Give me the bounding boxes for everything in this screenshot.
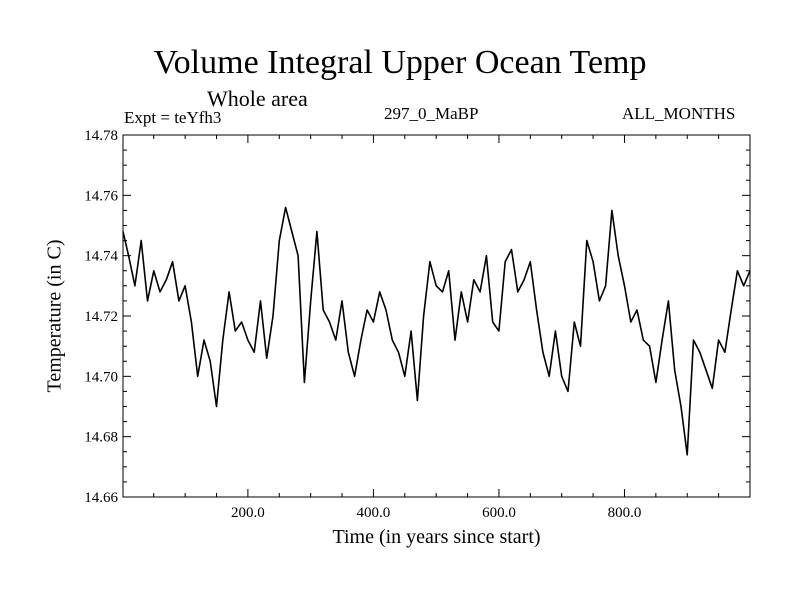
run-label: 297_0_MaBP <box>384 104 479 123</box>
x-tick-label: 600.0 <box>482 505 516 521</box>
chart-title: Volume Integral Upper Ocean Temp <box>153 44 647 81</box>
y-tick-label: 14.70 <box>84 369 118 385</box>
axis-tick-labels: 14.66 14.68 14.70 14.72 14.74 14.76 14.78 200.0… <box>84 128 641 521</box>
plot-frame <box>122 134 751 498</box>
experiment-label: Expt = teYfh3 <box>124 108 222 127</box>
series-layer <box>122 206 751 456</box>
series-line <box>122 206 751 456</box>
y-tick-label: 14.68 <box>84 430 118 446</box>
y-tick-label: 14.74 <box>84 249 118 265</box>
y-tick-label: 14.78 <box>84 128 118 144</box>
y-axis-label: Temperature (in C) <box>43 239 66 393</box>
axis-ticks <box>123 134 750 498</box>
x-axis-label: Time (in years since start) <box>332 526 541 548</box>
months-label: ALL_MONTHS <box>622 104 736 123</box>
y-tick-label: 14.76 <box>84 188 118 204</box>
x-tick-label: 200.0 <box>231 505 265 521</box>
y-tick-label: 14.66 <box>84 490 118 506</box>
chart-subtitle: Whole area <box>207 86 308 111</box>
x-tick-label: 800.0 <box>608 505 642 521</box>
x-tick-label: 400.0 <box>357 505 391 521</box>
y-tick-label: 14.72 <box>84 309 118 325</box>
